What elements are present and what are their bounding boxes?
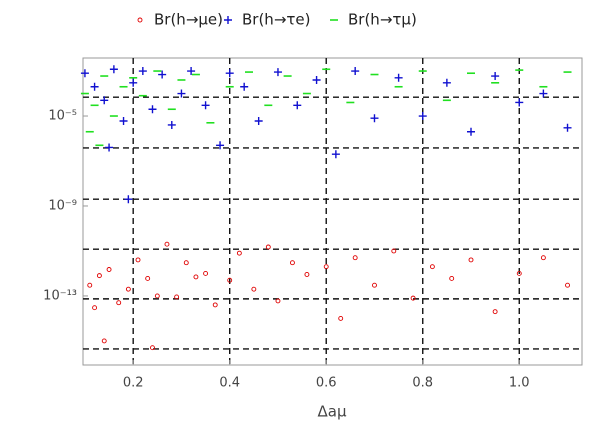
point (135, 257, 141, 263)
point (275, 298, 281, 304)
point (145, 275, 151, 281)
legend-marker (224, 16, 232, 24)
x-tick-label: 0.4 (219, 376, 240, 391)
y-tick-label: 10⁻¹³ (43, 288, 77, 303)
point (148, 105, 157, 114)
point (227, 277, 233, 283)
x-axis-label: Δaμ (318, 403, 347, 421)
point (418, 112, 427, 121)
point (187, 67, 196, 76)
legend-item: Br(h→τe) (224, 11, 311, 29)
point (293, 101, 302, 110)
legend-marker (137, 17, 143, 23)
point (449, 275, 455, 281)
point (491, 72, 500, 81)
legend-label: Br(h→τe) (242, 11, 311, 29)
point (216, 141, 225, 150)
point (391, 248, 397, 254)
point (87, 282, 93, 288)
point (150, 345, 155, 351)
point (351, 67, 360, 76)
point (370, 114, 379, 123)
point (323, 264, 329, 270)
point (105, 143, 114, 152)
point (225, 69, 234, 78)
point (106, 267, 112, 272)
point (273, 68, 282, 77)
point (203, 271, 209, 276)
legend-item: Br(h→τμ) (330, 11, 417, 29)
x-tick-label: 0.2 (123, 376, 144, 391)
point (125, 286, 131, 292)
point (80, 69, 89, 78)
point (372, 282, 377, 288)
point (119, 117, 128, 126)
point (92, 305, 98, 311)
point (410, 295, 416, 301)
point (468, 257, 474, 263)
point (138, 67, 147, 76)
point (167, 120, 176, 129)
point (429, 264, 435, 270)
x-tick-label: 0.6 (316, 376, 337, 391)
point (124, 195, 133, 204)
point (515, 98, 524, 107)
point (101, 338, 107, 344)
point (193, 274, 199, 280)
point (338, 315, 344, 321)
point (164, 241, 170, 247)
point (236, 250, 242, 256)
point (492, 309, 498, 315)
legend-label: Br(h→τμ) (348, 11, 417, 29)
point (394, 73, 403, 82)
point (100, 96, 109, 105)
legend-item: Br(h→μe) (137, 11, 223, 29)
point (109, 65, 118, 74)
x-tick-label: 0.8 (412, 376, 433, 391)
point (177, 89, 186, 98)
point (174, 294, 180, 300)
point (331, 150, 340, 159)
point (129, 78, 138, 87)
y-tick-label: 10⁻⁵ (48, 109, 77, 124)
point (539, 89, 548, 98)
point (154, 293, 160, 299)
plot-frame (82, 57, 583, 366)
point (201, 101, 210, 110)
point (312, 75, 321, 84)
legend-label: Br(h→μe) (154, 11, 223, 29)
point (352, 255, 358, 261)
point (563, 123, 572, 132)
point (265, 244, 271, 250)
point (96, 273, 102, 279)
point (251, 286, 257, 292)
point (116, 300, 122, 306)
point (442, 78, 451, 87)
point (289, 260, 295, 266)
y-tick-label: 10⁻⁹ (48, 198, 77, 213)
point (516, 271, 522, 276)
point (240, 82, 249, 91)
point (212, 302, 218, 308)
point (540, 255, 546, 261)
point (565, 282, 570, 288)
point (90, 82, 99, 91)
point (158, 70, 167, 79)
point (254, 117, 263, 126)
point (183, 260, 189, 266)
point (304, 272, 310, 277)
x-tick-label: 1.0 (509, 376, 530, 391)
point (467, 127, 476, 136)
